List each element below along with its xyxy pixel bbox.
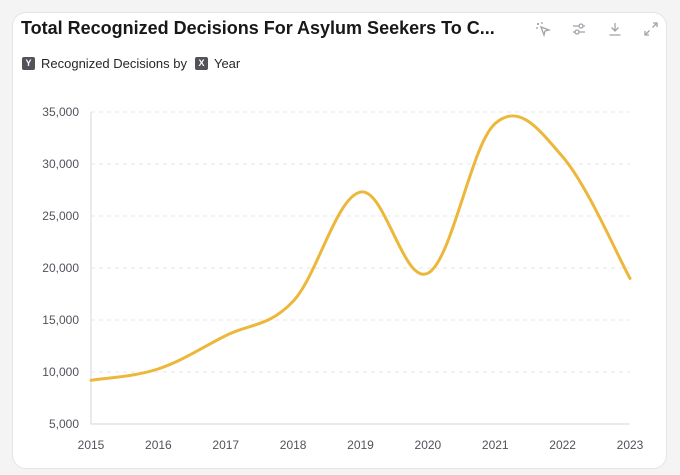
- data-point-2018[interactable]: [287, 295, 299, 307]
- expand-icon: [644, 22, 658, 36]
- y-tick-label: 25,000: [42, 209, 79, 223]
- x-tick-label: 2023: [617, 438, 644, 452]
- download-button[interactable]: [604, 18, 626, 40]
- x-tick-label: 2020: [415, 438, 442, 452]
- data-point-2019[interactable]: [355, 186, 367, 198]
- series-line: [89, 114, 632, 382]
- chart-toolbar: [532, 18, 662, 40]
- data-point-2015[interactable]: [85, 374, 97, 386]
- axis-legend: Y Recognized Decisions by X Year: [22, 56, 240, 71]
- x-tick-label: 2021: [482, 438, 509, 452]
- data-point-2016[interactable]: [152, 363, 164, 375]
- chart-card: [12, 12, 667, 469]
- filter-settings-button[interactable]: [568, 18, 590, 40]
- x-tick-label: 2022: [549, 438, 576, 452]
- expand-button[interactable]: [640, 18, 662, 40]
- y-tick-label: 10,000: [42, 365, 79, 379]
- y-tick-label: 20,000: [42, 261, 79, 275]
- y-axis-legend-label: Recognized Decisions by: [41, 56, 187, 71]
- data-point-2020[interactable]: [422, 267, 434, 279]
- data-point-2023[interactable]: [624, 272, 636, 284]
- x-axis-legend-label: Year: [213, 56, 241, 71]
- x-tick-label: 2017: [212, 438, 239, 452]
- y-tick-label: 30,000: [42, 157, 79, 171]
- series-layer: [85, 114, 636, 386]
- y-tick-label: 15,000: [42, 313, 79, 327]
- x-tick-label: 2016: [145, 438, 172, 452]
- y-axis-ticks: 5,000 10,000 15,000 20,000 25,000 30,000 35,00…: [42, 105, 79, 431]
- y-axis-badge: Y: [22, 57, 35, 70]
- sliders-icon: [573, 23, 585, 35]
- x-tick-label: 2018: [280, 438, 307, 452]
- y-tick-label: 5,000: [49, 417, 79, 431]
- x-axis-ticks: 2015 2016 2017 2018 2019 2020 2021 2022 2023: [78, 438, 644, 452]
- grid-lines: [91, 111, 630, 373]
- ai-assist-button[interactable]: [532, 18, 554, 40]
- data-point-2017[interactable]: [220, 330, 232, 342]
- sparkle-pointer-icon: [536, 22, 551, 37]
- x-axis-badge: X: [194, 57, 208, 70]
- y-tick-label: 35,000: [42, 105, 79, 119]
- data-point-2021[interactable]: [489, 117, 501, 129]
- x-tick-label: 2019: [347, 438, 374, 452]
- data-point-2022[interactable]: [557, 151, 569, 163]
- x-tick-label: 2015: [78, 438, 105, 452]
- download-icon: [609, 23, 621, 36]
- axes: [90, 112, 630, 425]
